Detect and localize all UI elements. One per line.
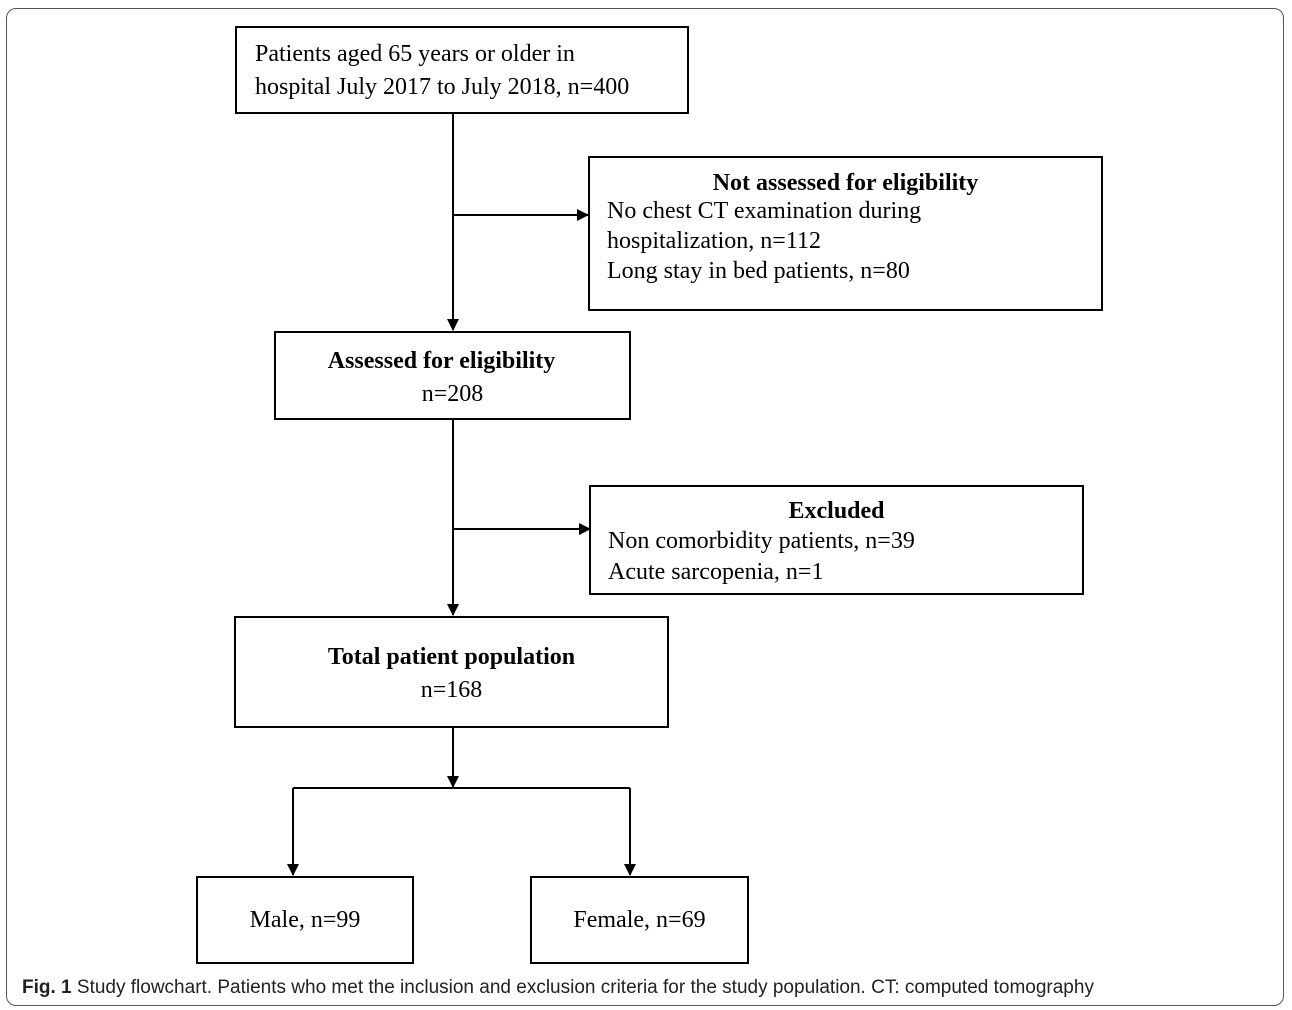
not-assessed-line-2: hospitalization, n=112 bbox=[607, 228, 821, 254]
total-count: n=168 bbox=[420, 677, 483, 703]
figure-label: Fig. 1 bbox=[22, 977, 72, 998]
not-assessed-title: Not assessed for eligibility bbox=[712, 170, 979, 196]
excluded-title: Excluded bbox=[788, 498, 885, 524]
start-line-1: Patients aged 65 years or older in bbox=[255, 41, 575, 67]
box-assessed: Assessed for eligibility n=208 bbox=[274, 331, 631, 420]
box-male: Male, n=99 bbox=[196, 876, 414, 964]
not-assessed-line-1: No chest CT examination during bbox=[607, 198, 922, 224]
start-line-2: hospital July 2017 to July 2018, n=400 bbox=[255, 74, 630, 100]
figure-caption: Fig. 1 Study flowchart. Patients who met… bbox=[22, 977, 1094, 999]
box-total: Total patient population n=168 bbox=[234, 616, 669, 728]
box-not-assessed: Not assessed for eligibility No chest CT… bbox=[588, 156, 1103, 311]
total-title: Total patient population bbox=[327, 644, 576, 670]
female-label: Female, n=69 bbox=[573, 907, 706, 933]
box-start: Patients aged 65 years or older in hospi… bbox=[235, 26, 689, 114]
not-assessed-line-3: Long stay in bed patients, n=80 bbox=[607, 258, 910, 284]
box-female: Female, n=69 bbox=[530, 876, 749, 964]
assessed-count: n=208 bbox=[421, 381, 484, 407]
excluded-line-1: Non comorbidity patients, n=39 bbox=[608, 528, 915, 554]
figure-frame bbox=[6, 8, 1284, 1006]
assessed-title: Assessed for eligibility bbox=[327, 348, 556, 374]
excluded-line-2: Acute sarcopenia, n=1 bbox=[608, 559, 824, 585]
box-excluded: Excluded Non comorbidity patients, n=39 … bbox=[589, 485, 1084, 595]
caption-text: Study flowchart. Patients who met the in… bbox=[71, 977, 1094, 998]
male-label: Male, n=99 bbox=[249, 907, 361, 933]
